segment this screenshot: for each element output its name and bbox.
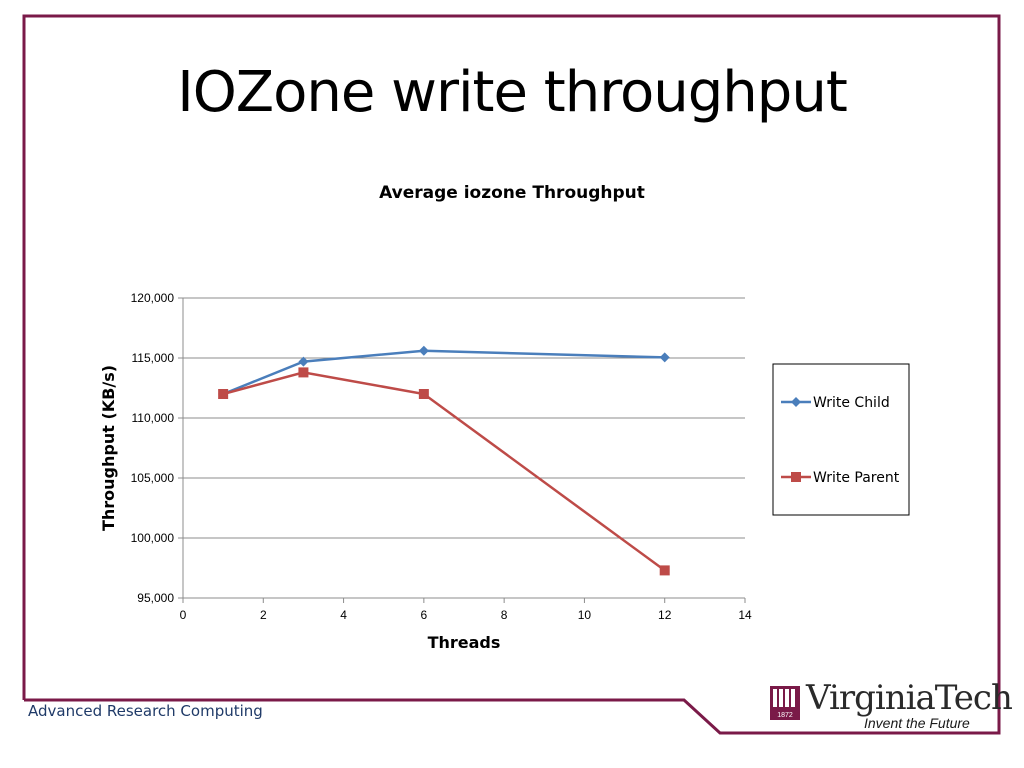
- y-tick-label: 120,000: [131, 291, 175, 305]
- logo-tagline: Invent the Future: [864, 715, 970, 731]
- x-tick-label: 0: [180, 608, 187, 622]
- data-point-write-child: [659, 352, 670, 363]
- legend-marker-write-parent: [791, 472, 801, 482]
- y-tick-label: 100,000: [131, 531, 175, 545]
- x-tick-label: 2: [260, 608, 267, 622]
- y-tick-label: 115,000: [132, 351, 175, 365]
- legend-marker-write-child: [791, 397, 801, 407]
- virginia-tech-logo: 1872 VirginiaTech Invent the Future: [768, 678, 1013, 734]
- x-tick-label: 10: [578, 608, 592, 622]
- x-tick-label: 14: [738, 608, 752, 622]
- legend-box: [772, 363, 910, 516]
- data-point-write-parent: [218, 389, 229, 399]
- series-lines: [218, 345, 670, 576]
- x-tick-label: 4: [340, 608, 347, 622]
- x-axis-label: Threads: [428, 633, 501, 652]
- data-point-write-child: [298, 356, 309, 367]
- data-point-write-parent: [659, 565, 670, 576]
- y-tick-label: 110,000: [132, 411, 175, 425]
- chart-title: Average iozone Throughput: [379, 183, 645, 203]
- data-point-write-parent: [298, 367, 309, 378]
- footer-text: Advanced Research Computing: [28, 702, 263, 720]
- series-line-write-parent: [222, 371, 666, 572]
- legend-label-write-child: Write Child: [813, 395, 890, 411]
- y-tick-label: 95,000: [137, 591, 174, 605]
- tick-labels: 95,000 100,000 105,000 110,000 115,000 120,00…: [131, 291, 752, 622]
- y-axis-label: Throughput (KB/s): [99, 365, 118, 531]
- series-line-write-child: [222, 349, 665, 396]
- legend-label-write-parent: Write Parent: [813, 470, 900, 486]
- slide-title: IOZone write throughput: [177, 60, 848, 125]
- seal-icon: 1872: [770, 686, 800, 720]
- axes: [178, 297, 746, 603]
- x-tick-label: 6: [421, 608, 428, 622]
- y-tick-label: 105,000: [131, 471, 175, 485]
- seal-year: 1872: [777, 712, 793, 719]
- data-point-write-child: [418, 345, 429, 356]
- gridlines: [183, 297, 745, 599]
- legend: Write Child Write Parent: [772, 363, 910, 516]
- logo-wordmark: VirginiaTech: [806, 678, 1013, 718]
- x-tick-label: 8: [501, 608, 508, 622]
- data-point-write-parent: [418, 389, 429, 399]
- x-tick-label: 12: [658, 608, 672, 622]
